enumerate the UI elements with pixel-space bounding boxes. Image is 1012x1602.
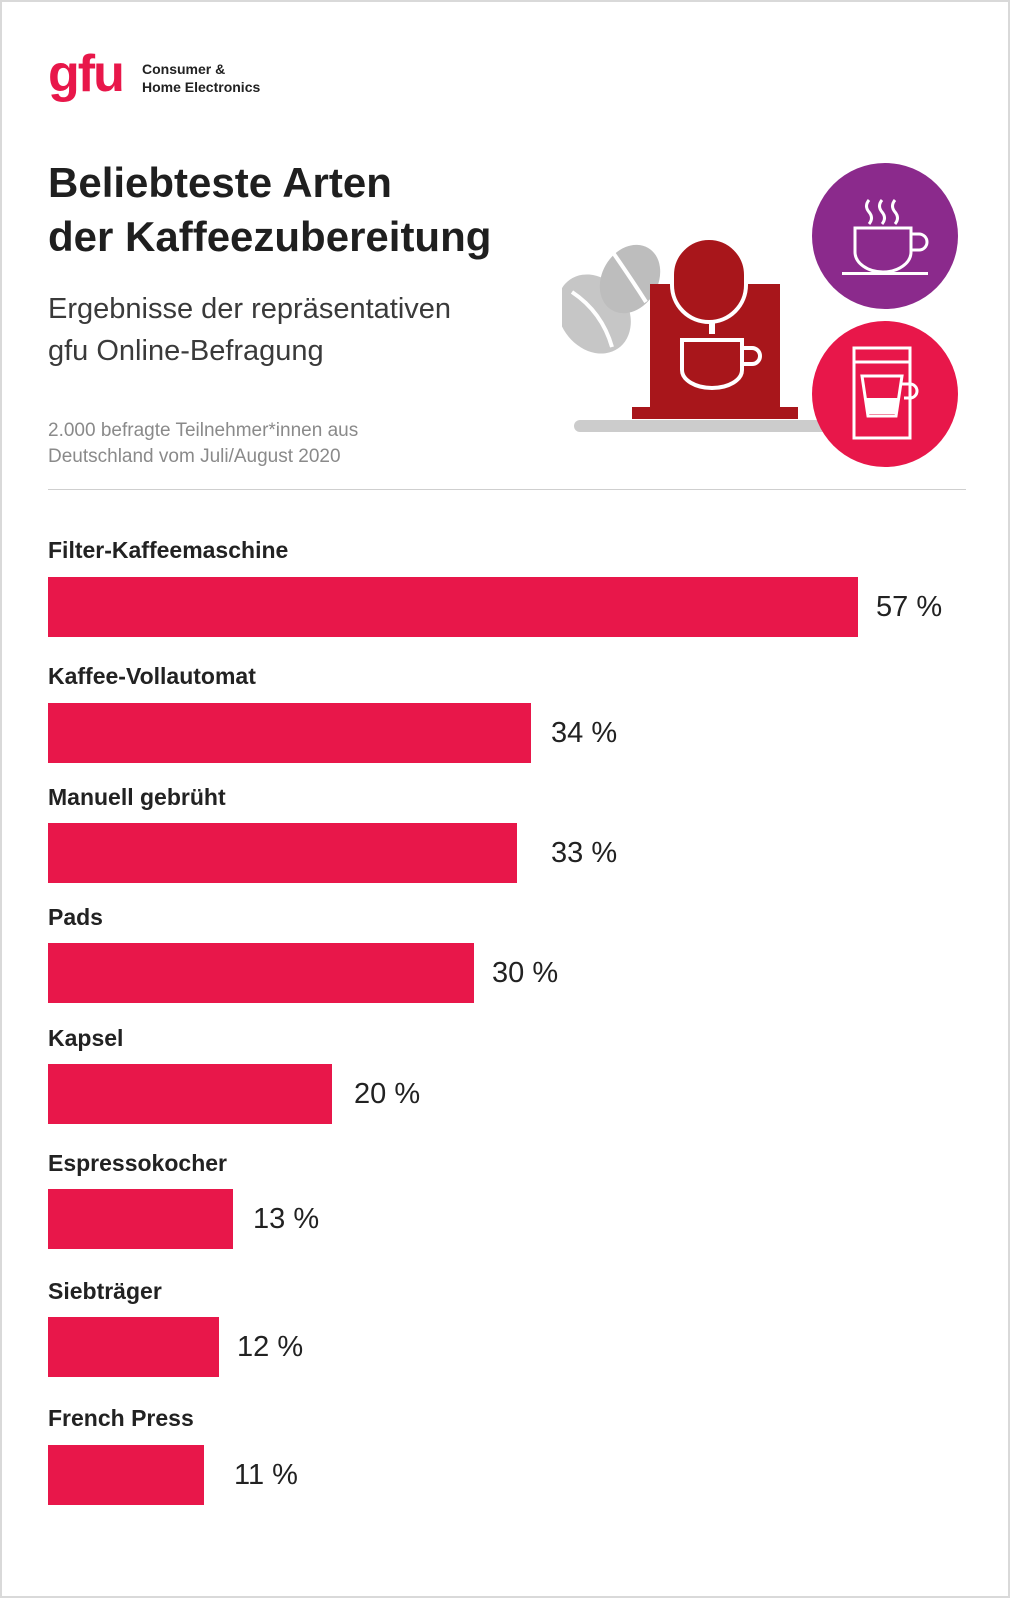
category-label: Siebträger (48, 1278, 162, 1304)
espresso-machine-icon (632, 236, 798, 419)
value-label: 12 % (237, 1331, 304, 1363)
coffee-bean-icon (562, 244, 661, 354)
filter-coffee-machine-icon (812, 321, 958, 467)
tagline-line-2: Home Electronics (142, 79, 261, 95)
category-label: Kapsel (48, 1025, 124, 1051)
value-label: 20 % (354, 1078, 421, 1110)
category-label: Pads (48, 904, 103, 930)
note-line-2: Deutschland vom Juli/August 2020 (48, 446, 341, 467)
value-label: 57 % (876, 591, 943, 623)
category-label: French Press (48, 1405, 194, 1431)
bar (48, 1189, 233, 1249)
category-label: Espressokocher (48, 1150, 227, 1176)
category-label: Filter-Kaffeemaschine (48, 537, 289, 563)
bar (48, 823, 517, 883)
page-subtitle: Ergebnisse der repräsentativen gfu Onlin… (48, 288, 568, 372)
value-label: 13 % (253, 1203, 320, 1235)
title-line-2: der Kaffeezubereitung (48, 213, 492, 260)
category-label: Manuell gebrüht (48, 784, 226, 810)
subtitle-line-2: gfu Online-Befragung (48, 335, 324, 367)
survey-note: 2.000 befragte Teilnehmer*innen aus Deut… (48, 418, 468, 470)
category-label: Kaffee-Vollautomat (48, 663, 256, 689)
bar (48, 1445, 204, 1505)
bar (48, 1064, 332, 1124)
title-line-1: Beliebteste Arten (48, 159, 392, 206)
bar (48, 703, 531, 763)
value-label: 30 % (492, 957, 559, 989)
subtitle-line-1: Ergebnisse der repräsentativen (48, 293, 452, 325)
header-divider (48, 489, 966, 490)
value-label: 11 % (234, 1459, 298, 1491)
note-line-1: 2.000 befragte Teilnehmer*innen aus (48, 420, 359, 441)
bar (48, 577, 858, 637)
page-title: Beliebteste Arten der Kaffeezubereitung (48, 156, 588, 264)
value-label: 34 % (551, 717, 618, 749)
bar (48, 1317, 219, 1377)
tagline-line-1: Consumer & (142, 61, 226, 77)
bar (48, 943, 474, 1003)
counter-shelf (574, 420, 834, 432)
logo-wordmark: gfu (48, 45, 125, 103)
coffee-illustration (562, 163, 958, 467)
steaming-cup-icon (812, 163, 958, 309)
value-label: 33 % (551, 837, 618, 869)
logo-tagline: Consumer & Home Electronics (142, 60, 322, 96)
